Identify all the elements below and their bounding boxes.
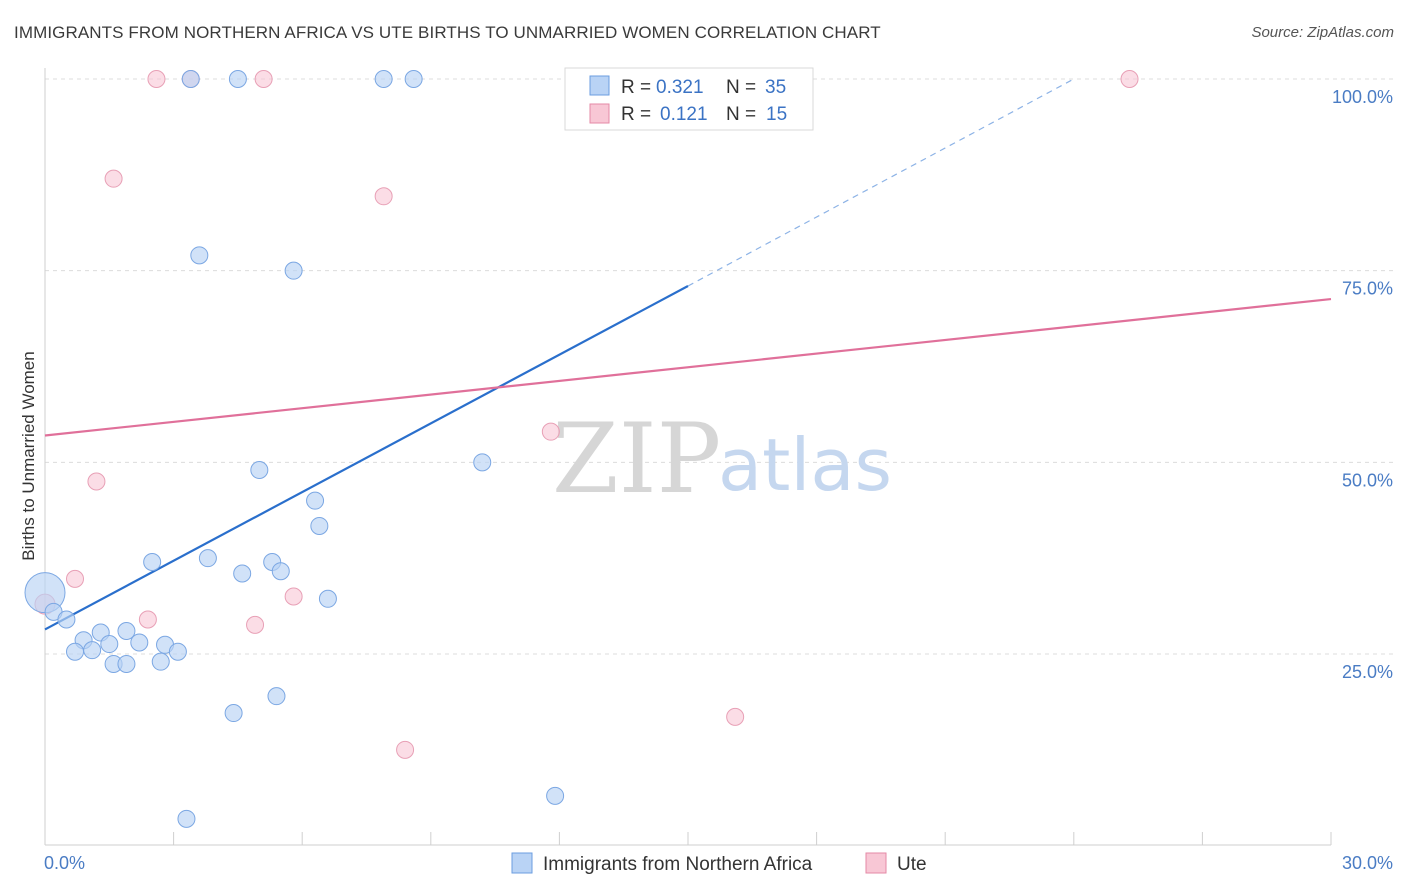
watermark-atlas: atlas <box>718 423 892 507</box>
point-immigrants-18 <box>57 610 76 629</box>
point-immigrants-2 <box>374 70 393 88</box>
point-immigrants-31 <box>224 704 243 723</box>
y-tick-label: 100.0% <box>1332 87 1393 107</box>
x-tick-labels: 0.0% 30.0% <box>44 853 1393 873</box>
legend-r-label: R = <box>621 77 651 98</box>
point-immigrants-12 <box>233 564 252 583</box>
point-immigrants-10 <box>143 553 162 571</box>
point-ute-2 <box>254 70 273 88</box>
x-tick-label: 30.0% <box>1342 853 1393 873</box>
point-immigrants-25 <box>130 633 149 652</box>
point-ute-0 <box>147 70 166 88</box>
point-ute-12 <box>284 587 303 606</box>
legend-r-value-ute: 0.121 <box>660 104 708 125</box>
point-immigrants-5 <box>284 261 303 280</box>
series-legend: Immigrants from Northern Africa Ute <box>511 852 927 875</box>
point-immigrants-22 <box>66 642 85 661</box>
legend-n-value-immigrants: 35 <box>765 77 786 98</box>
data-points <box>24 70 1139 828</box>
point-immigrants-9 <box>310 516 329 535</box>
y-tick-label: 50.0% <box>1342 470 1393 490</box>
y-axis-label: Births to Unmarried Women <box>19 351 38 560</box>
point-immigrants-30 <box>151 652 170 671</box>
legend-n-label: N = <box>726 77 756 98</box>
axes <box>44 68 1332 846</box>
point-immigrants-4 <box>190 246 209 265</box>
legend-r-value-immigrants: 0.321 <box>656 77 704 98</box>
legend-n-value-ute: 15 <box>766 104 787 125</box>
y-tick-label: 25.0% <box>1342 662 1393 682</box>
trend-line-immigrants <box>44 285 689 631</box>
point-ute-7 <box>87 472 106 491</box>
point-immigrants-14 <box>271 562 290 581</box>
point-ute-14 <box>726 707 745 726</box>
point-ute-6 <box>541 422 560 441</box>
bottom-legend-swatch-immigrants <box>511 852 533 874</box>
source-credit: Source: ZipAtlas.com <box>1251 24 1394 41</box>
legend-swatch-immigrants <box>589 75 610 96</box>
trend-line-ute <box>44 297 1332 437</box>
point-immigrants-7 <box>473 453 492 472</box>
point-immigrants-3 <box>404 70 423 88</box>
watermark-zip: ZIP <box>552 403 721 515</box>
point-immigrants-8 <box>306 491 325 510</box>
point-immigrants-0 <box>181 70 200 88</box>
point-ute-8 <box>66 569 85 588</box>
point-immigrants-29 <box>117 654 136 673</box>
point-immigrants-11 <box>198 549 217 568</box>
legend-swatch-ute <box>589 103 610 124</box>
point-immigrants-23 <box>83 641 102 660</box>
point-ute-5 <box>374 187 393 206</box>
x-tick-label: 0.0% <box>44 853 85 873</box>
legend-n-label: N = <box>726 104 756 125</box>
point-ute-10 <box>138 610 157 629</box>
point-immigrants-33 <box>546 786 565 805</box>
point-ute-4 <box>104 169 123 188</box>
point-ute-13 <box>396 740 415 759</box>
point-immigrants-6 <box>250 461 269 479</box>
bottom-legend-label-ute: Ute <box>897 854 927 875</box>
point-immigrants-27 <box>168 642 187 661</box>
chart-title: IMMIGRANTS FROM NORTHERN AFRICA VS UTE B… <box>14 23 881 42</box>
trend-line-immigrants-extension <box>687 78 1075 287</box>
legend-r-label: R = <box>621 104 651 125</box>
point-ute-3 <box>1120 70 1139 88</box>
bottom-legend-swatch-ute <box>865 852 887 874</box>
point-ute-11 <box>246 615 265 634</box>
point-immigrants-20 <box>117 622 136 640</box>
point-immigrants-32 <box>267 687 286 706</box>
point-immigrants-24 <box>100 635 119 654</box>
point-immigrants-15 <box>318 589 337 608</box>
y-tick-labels: 25.0% 50.0% 75.0% 100.0% <box>1332 87 1393 682</box>
point-immigrants-34 <box>177 809 196 828</box>
correlation-legend: R = 0.321 N = 35 R = 0.121 N = 15 <box>564 67 814 131</box>
y-tick-label: 75.0% <box>1342 279 1393 299</box>
point-immigrants-1 <box>228 70 247 88</box>
trend-lines <box>44 78 1332 631</box>
bottom-legend-label-immigrants: Immigrants from Northern Africa <box>543 854 813 875</box>
